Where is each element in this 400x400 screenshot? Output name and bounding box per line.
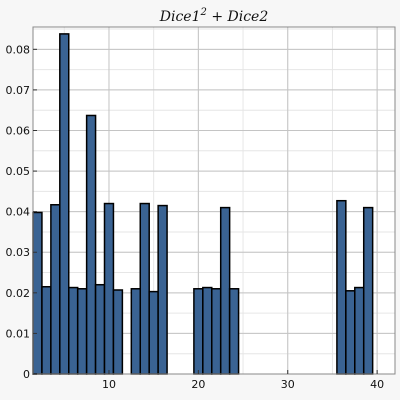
bar-14: [139, 202, 150, 375]
y-tick-label: 0.07: [6, 84, 31, 97]
y-tick-label: 0.04: [6, 206, 31, 219]
bar-6: [68, 286, 79, 375]
y-tick-label: 0.06: [6, 124, 31, 137]
bar-39: [362, 206, 374, 375]
bar-23: [219, 206, 231, 375]
ticks: 0 0.01 0.02 0.03 0.04 0.05 0.06 0.07 0.08 10 20 30 4…: [6, 43, 385, 391]
bar-10: [103, 202, 115, 375]
y-tick-label: 0.08: [6, 43, 31, 56]
bar-4: [50, 204, 61, 375]
y-tick-label: 0.02: [6, 287, 31, 300]
bar-37: [345, 290, 356, 375]
bar-13: [130, 288, 142, 375]
bar-7: [76, 288, 88, 375]
bar-9: [94, 283, 106, 375]
y-tick-label: 0.05: [6, 165, 31, 178]
bar-21: [202, 286, 213, 375]
y-tick-label: 0.01: [6, 327, 31, 340]
bar-11: [112, 289, 124, 375]
bar-36: [336, 199, 347, 375]
bar-38: [354, 286, 365, 375]
chart-title: Dice12 + Dice2: [159, 7, 269, 25]
y-tick-label: 0.03: [6, 246, 31, 259]
bar-22: [211, 288, 222, 375]
chart-title-rest: + Dice2: [207, 9, 268, 25]
bar-16: [157, 204, 168, 375]
x-tick-label: 30: [281, 378, 295, 391]
x-tick-label: 10: [102, 378, 116, 391]
plot-frame: [32, 26, 396, 375]
bars: [32, 33, 374, 375]
bar-20: [193, 288, 204, 375]
bar-3: [41, 285, 52, 375]
bar-24: [228, 288, 240, 375]
bar-8: [85, 114, 97, 375]
bar-15: [148, 290, 159, 375]
x-tick-label: 20: [191, 378, 205, 391]
bar-5: [59, 33, 70, 375]
y-tick-label: 0: [23, 368, 30, 381]
x-tick-label: 40: [370, 378, 384, 391]
chart-title-superscript: 2: [200, 7, 207, 18]
